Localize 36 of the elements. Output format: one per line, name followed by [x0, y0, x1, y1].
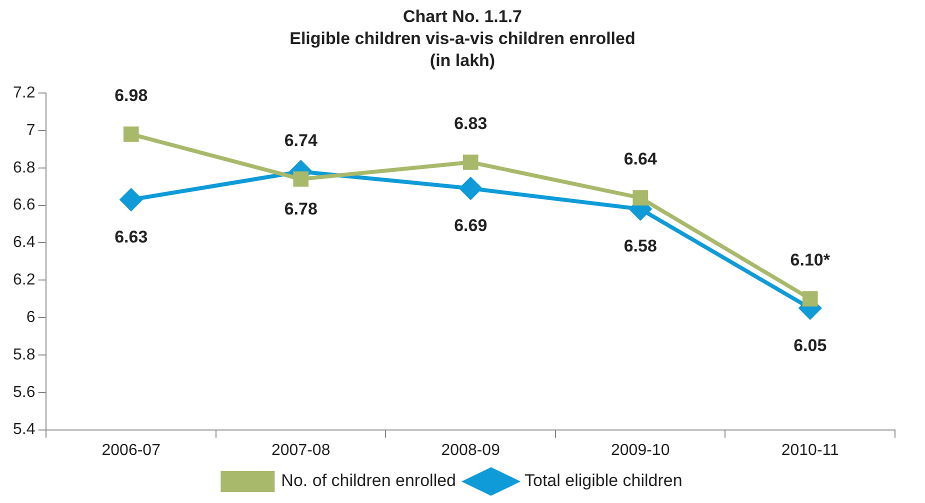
y-tick-label: 5.8 [12, 346, 36, 364]
y-tick-label: 5.6 [12, 384, 36, 401]
point [123, 126, 139, 142]
y-tick-label: 7 [26, 122, 36, 139]
data-label: 6.05 [794, 336, 827, 355]
y-tick-label: 6.6 [12, 196, 36, 214]
y-tick-label: 6.4 [12, 234, 36, 252]
x-tick-label: 2007-08 [272, 442, 330, 459]
point [802, 291, 818, 306]
y-tick-label: 7.2 [12, 84, 36, 102]
data-label: 6.58 [624, 236, 657, 256]
y-tick-label: 5.4 [12, 421, 36, 438]
data-label: 6.64 [624, 149, 658, 168]
data-label: 6.63 [114, 227, 148, 246]
point [293, 171, 309, 187]
point [632, 190, 648, 206]
y-tick-label: 6 [26, 308, 36, 326]
data-label: 6.83 [454, 114, 488, 133]
x-tick-label: 2006-07 [102, 442, 161, 459]
y-tick-label: 6.2 [12, 272, 36, 289]
point [120, 188, 142, 211]
point [462, 154, 478, 170]
y-tick-label: 6.8 [12, 159, 36, 176]
x-tick-label: 2009-10 [611, 442, 670, 459]
legend-label: Total eligible children [524, 471, 682, 490]
legend-label: No. of children enrolled [281, 471, 456, 490]
chart-subtitle: Eligible children vis-a-vis children enrolled (in lakh) [288, 28, 636, 72]
chart-title: Chart No. 1.1.7 [402, 6, 524, 28]
x-tick-label: 2010-11 [781, 442, 839, 459]
x-tick-label: 2008-09 [441, 442, 500, 459]
data-label: 6.78 [284, 199, 318, 218]
point [460, 177, 482, 200]
data-label: 6.69 [454, 216, 488, 236]
data-label: 6.98 [114, 86, 148, 105]
data-label: 6.74 [284, 130, 318, 150]
data-label: 6.10* [790, 250, 830, 270]
